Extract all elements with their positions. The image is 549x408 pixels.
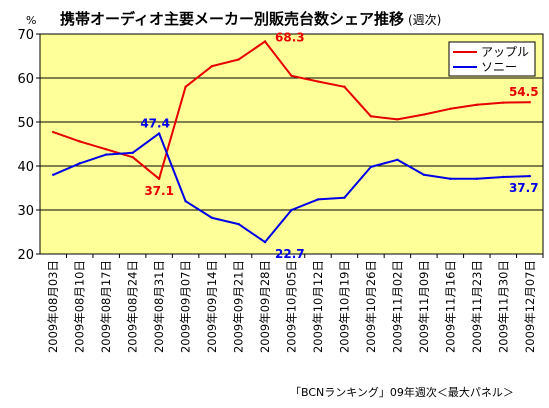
series-1-point bbox=[157, 132, 161, 135]
series-0-point bbox=[263, 40, 267, 43]
series-0-point bbox=[396, 118, 399, 121]
series-0-point bbox=[52, 130, 55, 134]
series-1-point bbox=[78, 162, 81, 165]
series-1-point bbox=[316, 198, 320, 201]
series-1-point bbox=[369, 165, 373, 169]
y-tick-label: 60 bbox=[17, 72, 34, 87]
series-0-point bbox=[449, 107, 452, 111]
x-tick-label: 2009年11月30日 bbox=[496, 260, 510, 353]
series-1-point bbox=[104, 153, 108, 156]
x-tick-label: 2009年08月17日 bbox=[99, 260, 113, 353]
series-1-point bbox=[528, 174, 531, 178]
series-1-point bbox=[290, 208, 293, 212]
series-0-point bbox=[104, 148, 108, 151]
x-tick-label: 2009年10月12日 bbox=[311, 260, 325, 353]
y-axis-unit: % bbox=[26, 14, 36, 27]
data-label: 68.3 bbox=[275, 30, 305, 44]
x-tick-label: 2009年09月21日 bbox=[232, 260, 246, 353]
data-label: 54.5 bbox=[509, 85, 539, 99]
series-0-point bbox=[475, 103, 479, 107]
x-tick-label: 2009年10月19日 bbox=[337, 260, 351, 353]
series-0-point bbox=[528, 101, 531, 104]
series-0-point bbox=[210, 64, 214, 68]
x-tick-label: 2009年08月10日 bbox=[73, 260, 87, 353]
data-label: 22.7 bbox=[275, 247, 305, 261]
series-0-point bbox=[131, 156, 134, 159]
x-tick-label: 2009年09月07日 bbox=[179, 260, 193, 353]
data-label: 47.4 bbox=[140, 116, 170, 130]
y-tick-label: 30 bbox=[17, 204, 34, 219]
plot-area: 20 30 40 50 60 70 2009年08月03日 2009年08月10日 2009年0… bbox=[17, 28, 544, 353]
chart-title-main: 携帯オーディオ主要メーカー別販売台数シェア推移 bbox=[60, 10, 404, 28]
source-note: 「BCNランキング」09年週次＜最大パネル＞ bbox=[290, 385, 514, 399]
data-label: 37.7 bbox=[509, 181, 539, 195]
series-0-point bbox=[422, 113, 426, 116]
series-0-point bbox=[78, 140, 81, 143]
x-tick-label: 2009年08月03日 bbox=[46, 260, 60, 353]
series-1-point bbox=[210, 216, 214, 220]
series-1-point bbox=[449, 177, 452, 180]
x-tick-label: 2009年11月02日 bbox=[390, 260, 404, 353]
series-1-point bbox=[237, 222, 240, 226]
x-tick-label: 2009年08月31日 bbox=[152, 260, 166, 353]
y-tick-label: 40 bbox=[17, 160, 34, 175]
y-tick-label: 50 bbox=[17, 116, 34, 131]
series-1-point bbox=[422, 173, 426, 176]
series-1-point bbox=[396, 158, 399, 162]
x-tick-label: 2009年11月23日 bbox=[470, 260, 484, 353]
legend-entry: アップル bbox=[481, 45, 529, 59]
legend-entry: ソニー bbox=[481, 60, 517, 74]
series-1-point bbox=[184, 200, 187, 203]
series-0-point bbox=[184, 85, 187, 89]
x-tick-label: 2009年08月24日 bbox=[126, 260, 140, 353]
series-0-point bbox=[290, 74, 293, 78]
chart-title: 携帯オーディオ主要メーカー別販売台数シェア推移 (週次) bbox=[60, 10, 441, 28]
series-1-point bbox=[343, 196, 346, 199]
y-tick-label: 70 bbox=[17, 28, 34, 43]
series-0-point bbox=[316, 80, 320, 83]
series-0-point bbox=[157, 177, 161, 180]
series-0-point bbox=[237, 58, 240, 61]
series-0-point bbox=[369, 115, 373, 118]
series-0-point bbox=[502, 101, 505, 104]
series-1-point bbox=[131, 151, 134, 154]
chart-subtitle: (週次) bbox=[408, 13, 441, 27]
x-tick-label: 2009年12月07日 bbox=[523, 260, 537, 353]
x-tick-label: 2009年11月09日 bbox=[417, 260, 431, 353]
x-tick-label: 2009年10月26日 bbox=[364, 260, 378, 353]
series-0-point bbox=[343, 85, 346, 89]
x-tick-label: 2009年10月05日 bbox=[285, 260, 299, 353]
legend-box bbox=[448, 41, 536, 77]
x-tick-label: 2009年11月16日 bbox=[443, 260, 457, 353]
data-label: 37.1 bbox=[144, 184, 174, 198]
series-1-point bbox=[263, 240, 267, 244]
y-tick-label: 20 bbox=[17, 248, 34, 263]
series-1-point bbox=[475, 177, 479, 180]
x-tick-label: 2009年09月14日 bbox=[205, 260, 219, 353]
series-1-point bbox=[52, 173, 55, 176]
series-1-point bbox=[502, 175, 505, 179]
x-tick-label: 2009年09月28日 bbox=[258, 260, 272, 353]
